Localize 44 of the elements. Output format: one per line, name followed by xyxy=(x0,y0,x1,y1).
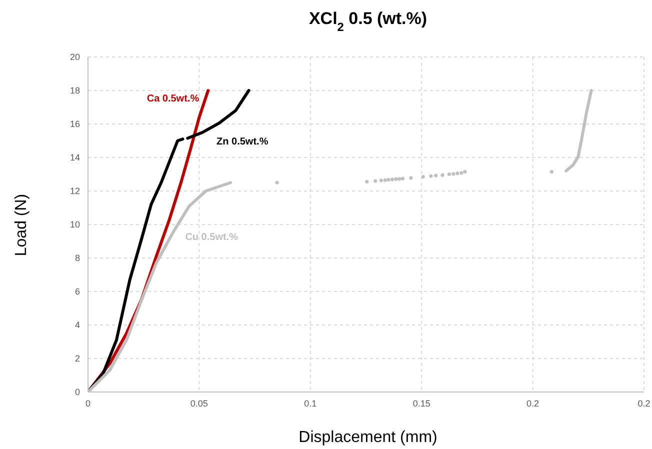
x-tick-label: 0.2 xyxy=(526,398,540,408)
point xyxy=(400,176,404,180)
x-tick-label: 0.2 xyxy=(638,398,650,408)
x-axis-title: Displacement (mm) xyxy=(298,429,438,446)
point xyxy=(447,172,451,176)
point xyxy=(365,180,369,184)
series-label: Zn 0.5wt.% xyxy=(216,136,268,148)
point xyxy=(460,171,464,175)
x-tick-label: 0.05 xyxy=(190,398,208,408)
point xyxy=(434,174,438,178)
chart-title: XCl$_{2}$ 0.5 (wt.%) xyxy=(308,9,428,34)
point xyxy=(390,178,394,182)
y-axis-title: Load (N) xyxy=(13,194,30,256)
point xyxy=(463,170,467,174)
series-label: Ca 0.5wt.% xyxy=(146,94,200,104)
point xyxy=(275,180,279,184)
point xyxy=(374,179,378,183)
x-tick-label: 0.1 xyxy=(304,398,317,408)
point xyxy=(550,170,554,174)
point xyxy=(409,176,413,180)
point xyxy=(398,177,402,181)
y-tick-label: 10 xyxy=(70,220,80,230)
point xyxy=(394,177,398,181)
point xyxy=(386,178,390,182)
y-tick-label: 6 xyxy=(74,286,80,297)
point xyxy=(379,178,383,182)
y-tick-label: 12 xyxy=(70,186,80,196)
y-tick-label: 14 xyxy=(70,152,80,163)
x-tick-label: 0 xyxy=(85,398,91,408)
y-tick-label: 4 xyxy=(74,320,80,330)
point xyxy=(452,172,456,176)
y-tick-label: 20 xyxy=(70,52,80,62)
x-tick-label: 0.15 xyxy=(412,398,430,408)
y-tick-label: 16 xyxy=(70,119,80,130)
y-tick-label: 2 xyxy=(74,354,80,364)
y-tick-label: 8 xyxy=(74,253,80,264)
point xyxy=(456,172,460,176)
point xyxy=(440,173,444,177)
y-tick-label: 18 xyxy=(70,86,80,96)
series-label: Cu 0.5wt.% xyxy=(185,232,238,244)
point xyxy=(421,174,425,179)
y-tick-label: 0 xyxy=(74,387,80,398)
point xyxy=(383,178,387,182)
point xyxy=(429,174,433,178)
